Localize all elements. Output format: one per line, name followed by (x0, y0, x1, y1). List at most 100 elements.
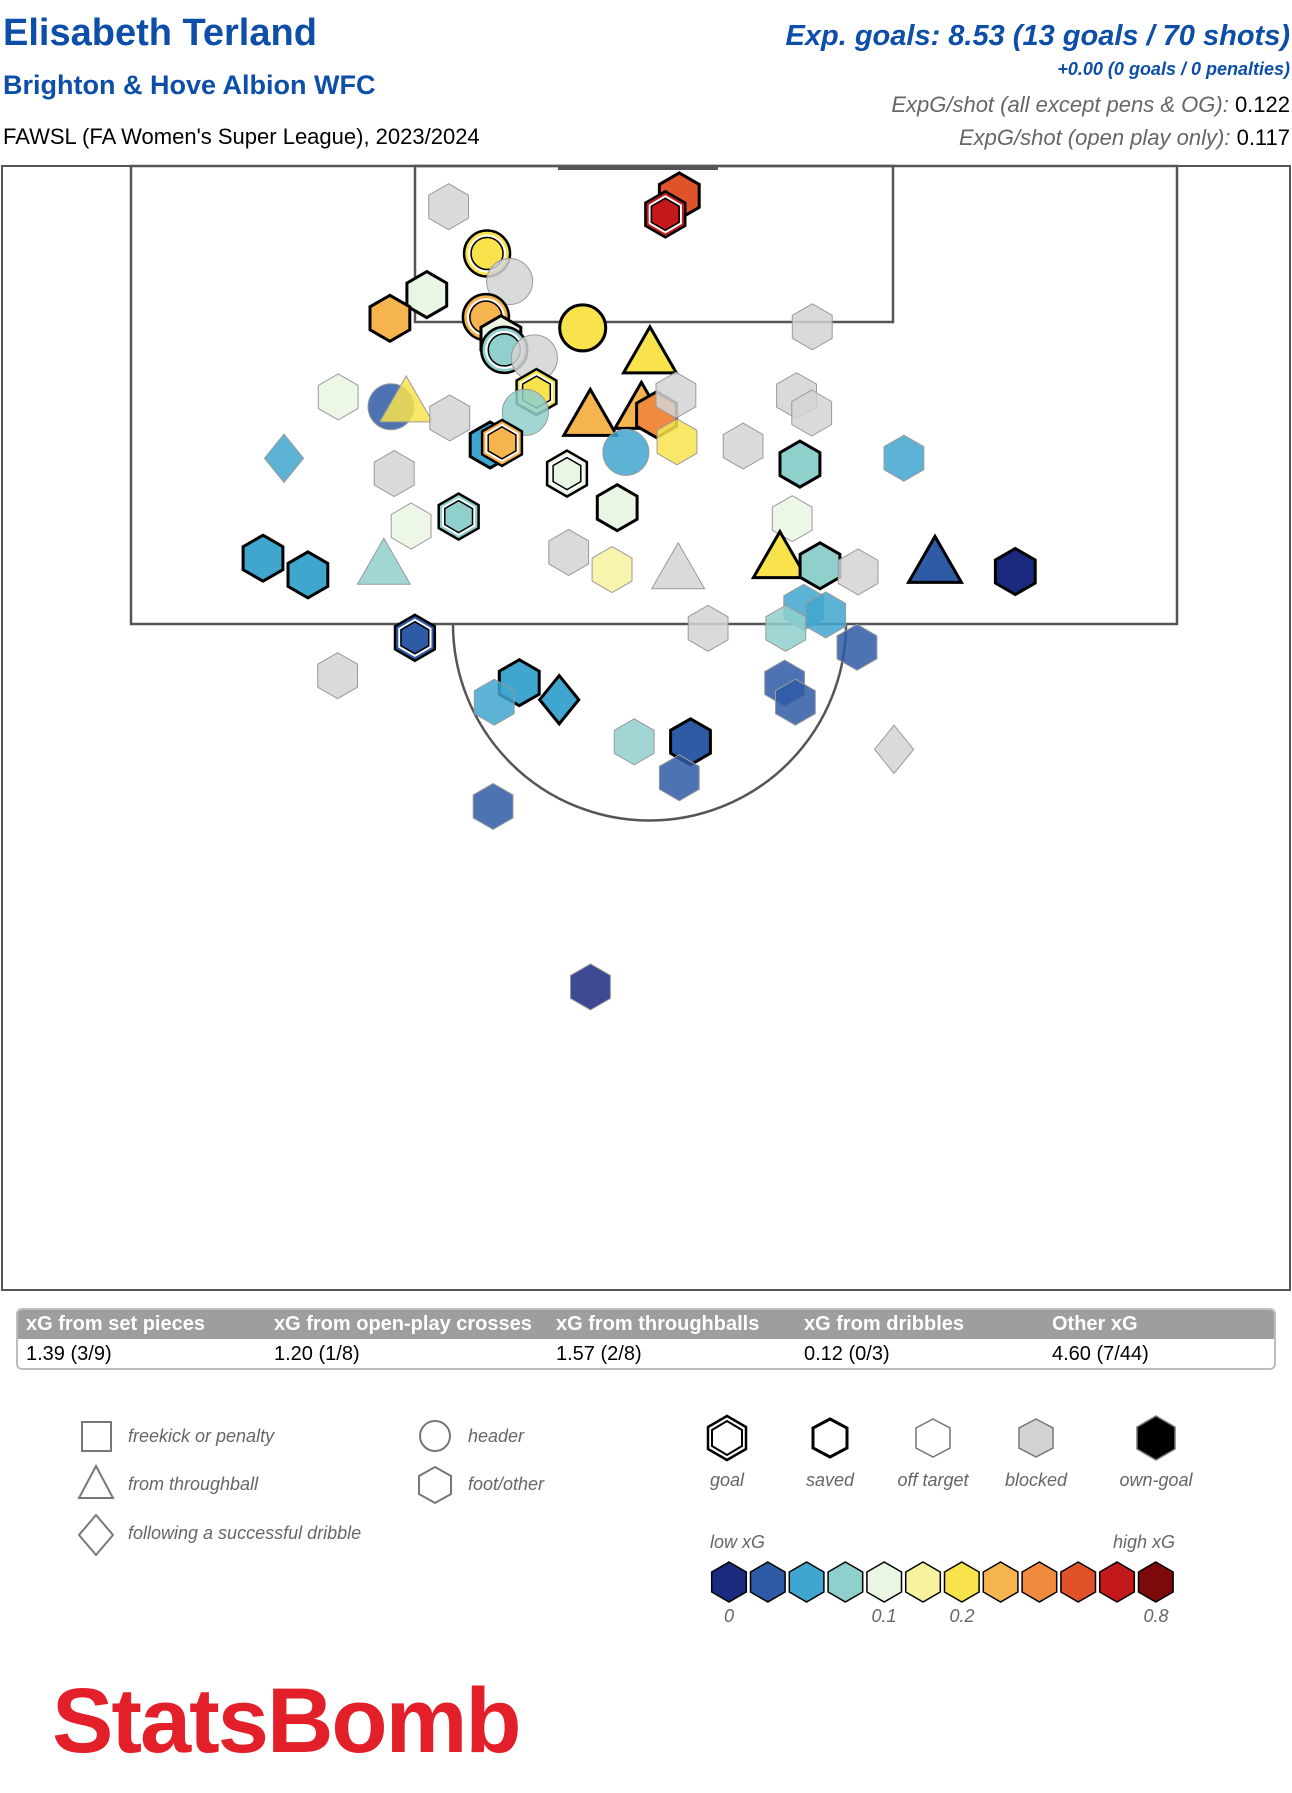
player-name: Elisabeth Terland (3, 12, 317, 54)
shot-marker (620, 323, 679, 375)
shot-marker (687, 604, 729, 652)
scale-tick-0-2: 0.2 (949, 1606, 974, 1626)
shot-marker (775, 678, 816, 726)
shot-marker (356, 537, 412, 585)
scale-high-label: high xG (1113, 1532, 1175, 1552)
value-throughballs: 1.57 (2/8) (556, 1343, 642, 1365)
diamond-icon (77, 1513, 115, 1557)
scale-swatch (827, 1561, 864, 1603)
goal-outcome-icon (706, 1414, 748, 1462)
shot-marker (837, 548, 879, 596)
shot-marker (791, 389, 833, 437)
header-dribbles: xG from dribbles (804, 1313, 965, 1335)
shots-layer (241, 171, 1037, 1011)
legend-freekick-label: freekick or penalty (128, 1426, 275, 1446)
shot-marker (378, 374, 434, 423)
shape-legend: freekick or penalty from throughball fol… (77, 1420, 545, 1557)
shot-marker (537, 673, 581, 727)
scale-swatch (1021, 1561, 1058, 1603)
legend-dribble-label: following a successful dribble (128, 1523, 361, 1543)
value-dribbles: 0.12 (0/3) (804, 1343, 890, 1365)
xg-per-shot-open-value: 0.117 (1236, 125, 1290, 150)
shot-marker (263, 433, 305, 484)
scale-swatch (866, 1561, 903, 1603)
square-icon (81, 1421, 112, 1452)
hexagon-icon (418, 1465, 452, 1505)
legend-blocked-label: blocked (1005, 1470, 1068, 1490)
xg-color-scale: low xG high xG 0 0.1 0.2 0.8 (710, 1532, 1175, 1626)
value-other: 4.60 (7/44) (1052, 1343, 1149, 1365)
shot-marker (286, 550, 330, 600)
shot-marker (393, 613, 437, 663)
shot-map (1, 164, 1291, 1291)
value-open-play-crosses: 1.20 (1/8) (274, 1343, 360, 1365)
shot-marker (405, 269, 449, 320)
shot-marker (771, 495, 813, 543)
header-set-pieces: xG from set pieces (26, 1313, 205, 1335)
scale-swatch (943, 1561, 980, 1603)
shot-marker (602, 428, 650, 476)
shot-marker (428, 183, 469, 231)
shot-marker (613, 718, 655, 766)
legend-foot-label: foot/other (468, 1474, 545, 1494)
shot-marker (486, 258, 534, 306)
team-name: Brighton & Hove Albion WFC (3, 70, 376, 100)
expected-goals-summary: Exp. goals: 8.53 (13 goals / 70 shots) (785, 20, 1290, 52)
own-goal-outcome-icon (1136, 1415, 1176, 1461)
scale-swatch (1137, 1561, 1174, 1603)
shot-marker (561, 386, 620, 437)
penalties-summary: +0.00 (0 goals / 0 penalties) (1057, 59, 1290, 79)
shot-marker (656, 418, 698, 466)
shot-marker (317, 373, 359, 421)
shot-marker (798, 541, 842, 591)
shot-marker (548, 528, 590, 576)
xg-per-shot-open-label: ExpG/shot (open play only): (958, 125, 1231, 150)
header-throughballs: xG from throughballs (556, 1313, 760, 1335)
penalty-arc (451, 623, 848, 822)
shot-marker (545, 449, 589, 499)
xg-per-shot-all-value: 0.122 (1234, 92, 1290, 117)
shot-marker (558, 303, 608, 353)
scale-tick-0-8: 0.8 (1143, 1606, 1168, 1626)
shot-marker (480, 418, 524, 468)
circle-icon (419, 1420, 451, 1452)
scale-swatch (710, 1561, 748, 1603)
shot-marker (873, 724, 915, 775)
shot-marker (836, 623, 878, 671)
xg-per-shot-all-label: ExpG/shot (all except pens & OG): (891, 92, 1229, 117)
legend-saved-label: saved (806, 1470, 855, 1490)
scale-swatch (749, 1561, 786, 1603)
legend-own-goal-label: own-goal (1119, 1470, 1193, 1490)
shot-marker (390, 502, 432, 550)
header-open-play-crosses: xG from open-play crosses (274, 1313, 532, 1335)
shot-marker (368, 293, 412, 344)
header-other: Other xG (1052, 1313, 1138, 1335)
pitch-lines (1, 164, 1291, 1291)
shot-marker (805, 591, 847, 639)
scale-tick-0: 0 (724, 1606, 734, 1626)
shot-marker (993, 546, 1037, 597)
off-target-outcome-icon (915, 1418, 951, 1458)
shot-marker (317, 652, 358, 700)
shot-marker (437, 492, 480, 542)
scale-swatch (1098, 1561, 1136, 1603)
triangle-icon (77, 1463, 115, 1499)
scale-swatch (788, 1561, 825, 1603)
legend-header-label: header (468, 1426, 525, 1446)
shot-marker (644, 189, 687, 239)
shot-marker (373, 450, 415, 498)
shot-marker (905, 533, 965, 584)
xg-breakdown-header: xG from set pieces xG from open-play cro… (18, 1310, 1274, 1339)
legend-throughball-label: from throughball (128, 1474, 259, 1494)
value-set-pieces: 1.39 (3/9) (26, 1343, 112, 1365)
shot-marker (778, 439, 822, 489)
statsbomb-logo: StatsBomb (52, 1670, 522, 1772)
xg-per-shot-all: ExpG/shot (all except pens & OG): 0.122 (891, 92, 1290, 118)
shot-marker (241, 533, 285, 583)
scale-tick-0-1: 0.1 (871, 1606, 896, 1626)
shot-marker (591, 546, 633, 594)
shot-marker (658, 754, 700, 802)
shot-marker (473, 678, 515, 726)
shot-marker (595, 482, 639, 533)
shot-marker (883, 434, 925, 482)
